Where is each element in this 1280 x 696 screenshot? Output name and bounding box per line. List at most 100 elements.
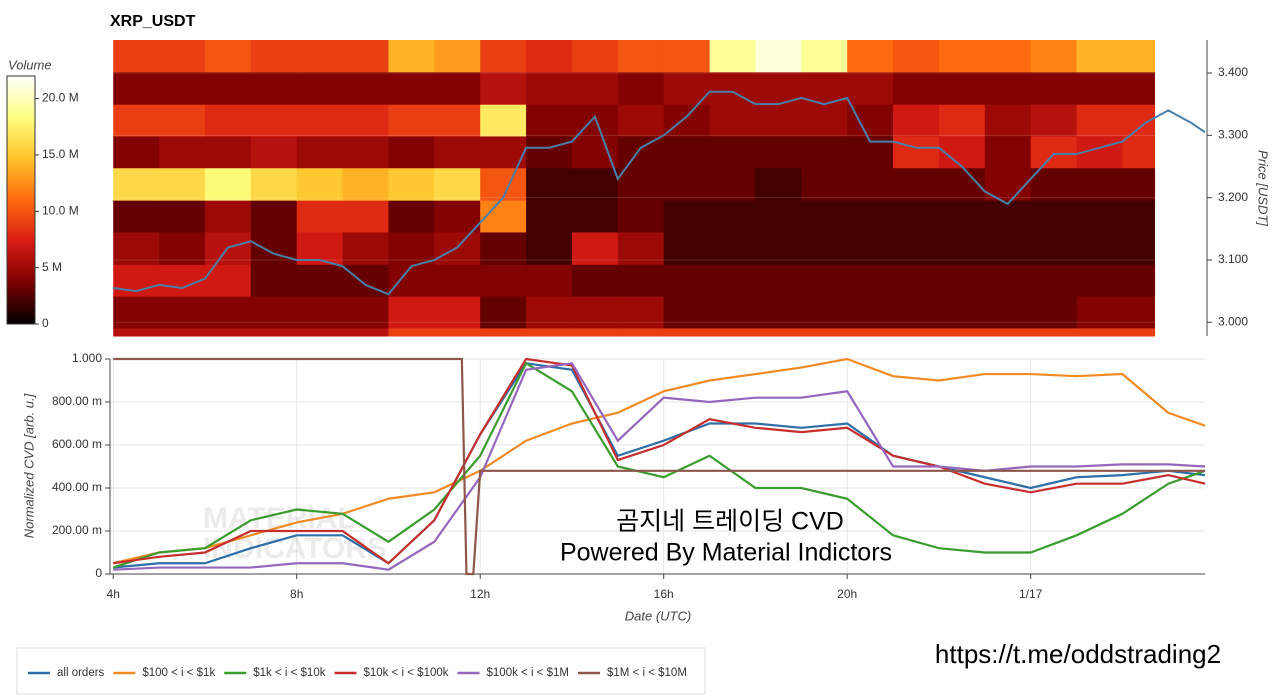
heatmap-cell xyxy=(571,71,619,105)
heatmap-cell xyxy=(113,167,160,201)
heatmap-cell xyxy=(296,264,344,297)
heatmap-cell xyxy=(159,296,206,329)
heatmap-cell xyxy=(388,200,435,233)
heatmap-cell xyxy=(893,135,940,169)
heatmap-cell xyxy=(1122,200,1156,233)
legend-label: $100k < i < $1M xyxy=(487,667,569,679)
heatmap-cell xyxy=(755,135,802,169)
heatmap-cell xyxy=(801,40,848,73)
heatmap-cell xyxy=(113,327,160,337)
heatmap-cell xyxy=(113,200,160,233)
heatmap-cell xyxy=(204,167,252,201)
heatmap-cell xyxy=(159,200,206,233)
heatmap-cell xyxy=(1076,231,1123,265)
heatmap-cell xyxy=(571,104,619,137)
heatmap-cell xyxy=(1076,296,1123,329)
heatmap-cell xyxy=(434,200,481,233)
heatmap-cell xyxy=(755,327,802,337)
heatmap-cell xyxy=(526,200,573,233)
heatmap-cell xyxy=(893,104,940,137)
heatmap-cell xyxy=(938,327,986,337)
heatmap-cell xyxy=(938,264,986,297)
heatmap-cell xyxy=(1122,167,1156,201)
heatmap-cell xyxy=(663,40,711,73)
heatmap-cell xyxy=(938,135,986,169)
link: https://t.me/oddstrading2 xyxy=(935,639,1221,669)
heatmap-cell xyxy=(204,200,252,233)
heatmap-cell xyxy=(847,167,894,201)
series-line xyxy=(113,357,1206,565)
heatmap-cell xyxy=(617,327,665,337)
watermark-logo: INDICATORS xyxy=(203,532,387,565)
heatmap-cell xyxy=(1030,135,1078,169)
heatmap-cell xyxy=(893,71,940,105)
heatmap-cell xyxy=(526,167,573,201)
heatmap-cell xyxy=(755,231,802,265)
heatmap-cell xyxy=(480,296,527,329)
heatmap-cell xyxy=(250,40,298,73)
y-axis-label: Price [USDT] xyxy=(1256,150,1271,226)
heatmap-cell xyxy=(204,327,252,337)
colorbar-tick-label: 0 xyxy=(42,316,49,330)
heatmap-cell xyxy=(617,71,665,105)
heatmap-cell xyxy=(617,104,665,137)
heatmap-cell xyxy=(663,327,711,337)
heatmap-cell xyxy=(663,231,711,265)
heatmap-cell xyxy=(388,231,435,265)
heatmap-cell xyxy=(388,135,435,169)
legend-label: $1k < i < $10k xyxy=(253,667,325,679)
colorbar-label: Volume xyxy=(8,57,52,72)
heatmap-cell xyxy=(663,296,711,329)
heatmap-cell xyxy=(571,135,619,169)
heatmap-cell xyxy=(388,296,435,329)
heatmap-cell xyxy=(113,104,160,137)
heatmap-cell xyxy=(571,231,619,265)
heatmap-cell xyxy=(709,104,756,137)
heatmap-cell xyxy=(250,167,298,201)
heatmap-cell xyxy=(801,135,848,169)
x-tick-label: 20h xyxy=(837,587,857,601)
heatmap-cell xyxy=(480,71,527,105)
heatmap-cell xyxy=(250,296,298,329)
heatmap-cell xyxy=(847,296,894,329)
heatmap-cell xyxy=(113,296,160,329)
heatmap-cell xyxy=(434,296,481,329)
legend-label: all orders xyxy=(57,667,105,679)
colorbar xyxy=(6,75,36,325)
heatmap-cell xyxy=(617,167,665,201)
heatmap-cell xyxy=(1076,264,1123,297)
y-tick-label: 400.00 m xyxy=(52,480,102,494)
heatmap-cell xyxy=(480,104,527,137)
heatmap-cell xyxy=(755,264,802,297)
heatmap-cell xyxy=(801,167,848,201)
heatmap-cell xyxy=(984,327,1032,337)
heatmap-cell xyxy=(204,40,252,73)
heatmap-cell xyxy=(434,104,481,137)
heatmap-cell xyxy=(617,200,665,233)
legend-label: $10k < i < $100k xyxy=(363,667,448,679)
colorbar-tick-label: 5 M xyxy=(42,260,62,274)
heatmap-cell xyxy=(938,104,986,137)
heatmap-cell xyxy=(984,40,1032,73)
heatmap-cell xyxy=(434,264,481,297)
heatmap-cell xyxy=(250,200,298,233)
heatmap-cell xyxy=(617,296,665,329)
heatmap-cell xyxy=(571,296,619,329)
heatmap-cell xyxy=(893,296,940,329)
heatmap-cell xyxy=(617,135,665,169)
heatmap-cell xyxy=(847,327,894,337)
heatmap-cell xyxy=(1030,200,1078,233)
heatmap-cell xyxy=(755,167,802,201)
heatmap-cell xyxy=(1122,327,1156,337)
heatmap-cell xyxy=(755,104,802,137)
series-line xyxy=(112,361,1206,569)
heatmap-cell xyxy=(296,40,344,73)
heatmap-cell xyxy=(1076,327,1123,337)
heatmap-cell xyxy=(984,135,1032,169)
heatmap-cell xyxy=(984,71,1032,105)
heatmap-cell xyxy=(1030,71,1078,105)
heatmap-cell xyxy=(1076,104,1123,137)
heatmap-cell xyxy=(204,71,252,105)
heatmap-cell xyxy=(296,296,344,329)
heatmap-cell xyxy=(480,264,527,297)
